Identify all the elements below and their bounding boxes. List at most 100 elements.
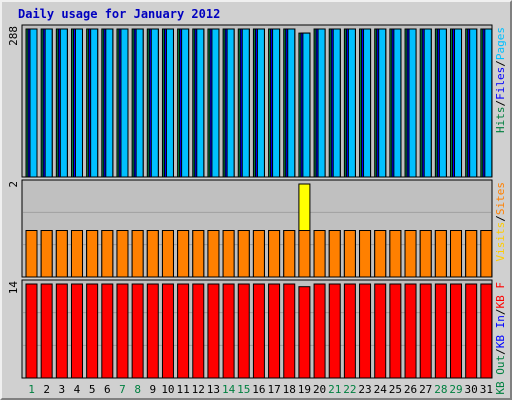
bar-kb-f-day-9 — [146, 283, 159, 379]
bar-pages-day-6 — [105, 28, 114, 178]
bar-kb-f-day-11 — [177, 283, 190, 379]
x-tick-label-day-13: 13 — [207, 383, 220, 396]
x-tick-label-day-15: 15 — [237, 383, 250, 396]
legend-separator: / — [494, 348, 507, 355]
x-tick-label-day-21: 21 — [328, 383, 341, 396]
bar-pages-day-29 — [454, 28, 463, 178]
bar-pages-day-1 — [29, 28, 38, 178]
bar-pages-day-10 — [165, 28, 174, 178]
x-tick-label-day-12: 12 — [192, 383, 205, 396]
bar-pages-day-9 — [150, 28, 159, 178]
x-tick-label-day-14: 14 — [222, 383, 236, 396]
bar-sites-day-6 — [101, 230, 114, 278]
bar-pages-day-24 — [378, 28, 387, 178]
bar-kb-f-day-1 — [25, 283, 38, 379]
bar-kb-f-day-22 — [343, 283, 356, 379]
bar-sites-day-4 — [70, 230, 83, 278]
bar-pages-day-23 — [363, 28, 372, 178]
bar-kb-f-day-21 — [328, 283, 341, 379]
bar-pages-day-7 — [120, 28, 129, 178]
x-tick-label-day-29: 29 — [449, 383, 462, 396]
x-tick-label-day-3: 3 — [59, 383, 66, 396]
legend-entry-kb-out: KB Out — [494, 355, 507, 395]
bar-kb-f-day-20 — [313, 283, 326, 379]
x-tick-label-day-8: 8 — [134, 383, 141, 396]
bar-pages-day-27 — [423, 28, 432, 178]
bar-sites-day-28 — [434, 230, 447, 278]
legend-entry-visits: Visits — [494, 222, 507, 262]
x-tick-label-day-6: 6 — [104, 383, 111, 396]
bar-pages-day-19 — [302, 32, 311, 178]
bar-sites-day-16 — [252, 230, 265, 278]
bar-kb-f-day-10 — [161, 283, 174, 379]
bar-kb-f-day-18 — [283, 283, 296, 379]
bar-sites-day-12 — [192, 230, 205, 278]
bar-pages-day-13 — [211, 28, 220, 178]
x-tick-label-day-19: 19 — [298, 383, 311, 396]
bar-kb-f-day-25 — [389, 283, 402, 379]
bar-pages-day-22 — [347, 28, 356, 178]
bar-pages-day-11 — [181, 28, 190, 178]
x-tick-label-day-27: 27 — [419, 383, 432, 396]
legend-entry-files: Files — [494, 67, 507, 100]
bar-sites-day-24 — [374, 230, 387, 278]
bar-kb-f-day-4 — [70, 283, 83, 379]
bar-sites-day-20 — [313, 230, 326, 278]
bar-sites-day-23 — [359, 230, 372, 278]
legend-entry-kb-f: KB F — [494, 282, 507, 309]
bar-pages-day-12 — [196, 28, 205, 178]
bars-kbytes — [25, 283, 493, 379]
legend-hits: Hits/Files/Pages — [494, 27, 507, 133]
x-tick-label-day-26: 26 — [404, 383, 417, 396]
x-tick-label-day-30: 30 — [465, 383, 478, 396]
bar-kb-f-day-12 — [192, 283, 205, 379]
bar-pages-day-18 — [287, 28, 296, 178]
bar-pages-day-8 — [135, 28, 144, 178]
bar-kb-f-day-16 — [252, 283, 265, 379]
bar-kb-f-day-30 — [465, 283, 478, 379]
max-label-kbytes: 14 — [7, 281, 20, 295]
bar-sites-day-15 — [237, 230, 250, 278]
x-tick-label-day-22: 22 — [343, 383, 356, 396]
bar-sites-day-30 — [465, 230, 478, 278]
bar-kb-f-day-3 — [55, 283, 68, 379]
panel-visits: 2 Visits/Sites — [7, 179, 507, 278]
bar-kb-f-day-31 — [480, 283, 493, 379]
bar-kb-f-day-8 — [131, 283, 144, 379]
bar-sites-day-27 — [419, 230, 432, 278]
x-tick-label-day-10: 10 — [161, 383, 174, 396]
bar-kb-f-day-15 — [237, 283, 250, 379]
bar-sites-day-7 — [116, 230, 129, 278]
bar-kb-f-day-26 — [404, 283, 417, 379]
legend-separator: / — [494, 309, 507, 316]
bar-sites-day-1 — [25, 230, 38, 278]
bar-sites-day-25 — [389, 230, 402, 278]
x-tick-label-day-7: 7 — [119, 383, 126, 396]
bar-sites-day-2 — [40, 230, 53, 278]
bar-kb-f-day-14 — [222, 283, 235, 379]
x-tick-label-day-16: 16 — [252, 383, 265, 396]
x-tick-label-day-11: 11 — [176, 383, 189, 396]
chart-title: Daily usage for January 2012 — [18, 7, 221, 21]
legend-visits: Visits/Sites — [494, 182, 507, 262]
bar-sites-day-14 — [222, 230, 235, 278]
panel-hits: 288 Hits/Files/Pages — [7, 24, 507, 178]
x-tick-label-day-9: 9 — [149, 383, 156, 396]
legend-separator: / — [494, 60, 507, 67]
x-axis-labels: 1 2 3 4 5 6 7 8 9 10 11 12 13 14 15 16 17 18 19 20 21 22 23 24 2… — [28, 383, 493, 396]
x-tick-label-day-5: 5 — [89, 383, 96, 396]
max-label-hits: 288 — [7, 26, 20, 46]
bar-sites-day-26 — [404, 230, 417, 278]
bar-kb-f-day-29 — [450, 283, 463, 379]
bar-pages-day-21 — [332, 28, 341, 178]
legend-entry-kb-in: KB In — [494, 315, 507, 348]
bar-pages-day-4 — [74, 28, 83, 178]
max-label-visits: 2 — [7, 181, 20, 188]
bar-pages-day-16 — [256, 28, 265, 178]
bar-kb-f-day-2 — [40, 283, 53, 379]
x-tick-label-day-4: 4 — [74, 383, 81, 396]
bar-kb-f-day-23 — [359, 283, 372, 379]
legend-separator: / — [494, 215, 507, 222]
bar-sites-day-18 — [283, 230, 296, 278]
